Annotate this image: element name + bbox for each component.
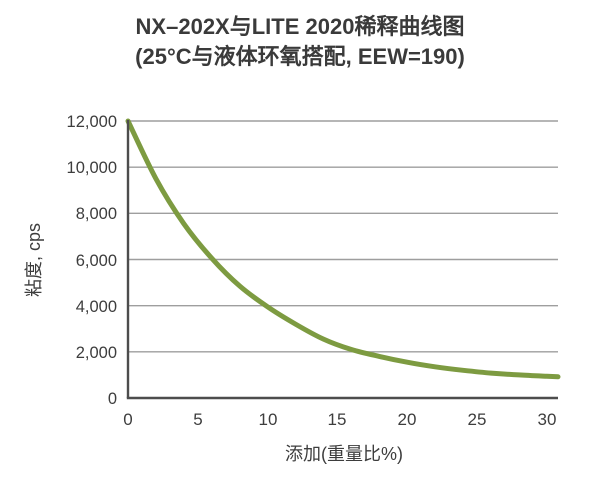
- x-tick-label: 5: [193, 410, 202, 429]
- chart-subtitle: (25°C与液体环氧搭配, EEW=190): [135, 44, 465, 69]
- dilution-curve: [125, 118, 561, 380]
- y-tick-label: 8,000: [76, 205, 117, 223]
- y-tick-label: 4,000: [76, 298, 117, 316]
- gridlines: [128, 120, 558, 353]
- x-tick-label: 30: [538, 410, 557, 429]
- x-tick-label: 15: [328, 410, 347, 429]
- x-tick-label: 25: [468, 410, 487, 429]
- x-axis-title: 添加(重量比%): [285, 444, 403, 464]
- x-tick-labels: 0 5 10 15 20 25 30: [123, 410, 556, 429]
- chart-title-block: NX–202X与LITE 2020稀释曲线图 (25°C与液体环氧搭配, EEW…: [0, 12, 600, 72]
- y-tick-label: 12,000: [67, 113, 117, 131]
- y-tick-labels: 12,000 10,000 8,000 6,000 4,000 2,000 0: [67, 113, 117, 408]
- y-tick-label: 10,000: [67, 159, 117, 177]
- x-tick-label: 0: [123, 410, 132, 429]
- x-tick-label: 10: [259, 410, 278, 429]
- y-axis-title: 粘度, cps: [24, 223, 44, 297]
- y-tick-label: 2,000: [76, 344, 117, 362]
- y-tick-label: 6,000: [76, 252, 117, 270]
- y-tick-label: 0: [108, 390, 117, 408]
- x-tick-label: 20: [398, 410, 417, 429]
- chart-title: NX–202X与LITE 2020稀释曲线图: [135, 14, 465, 39]
- series-group: [125, 118, 561, 380]
